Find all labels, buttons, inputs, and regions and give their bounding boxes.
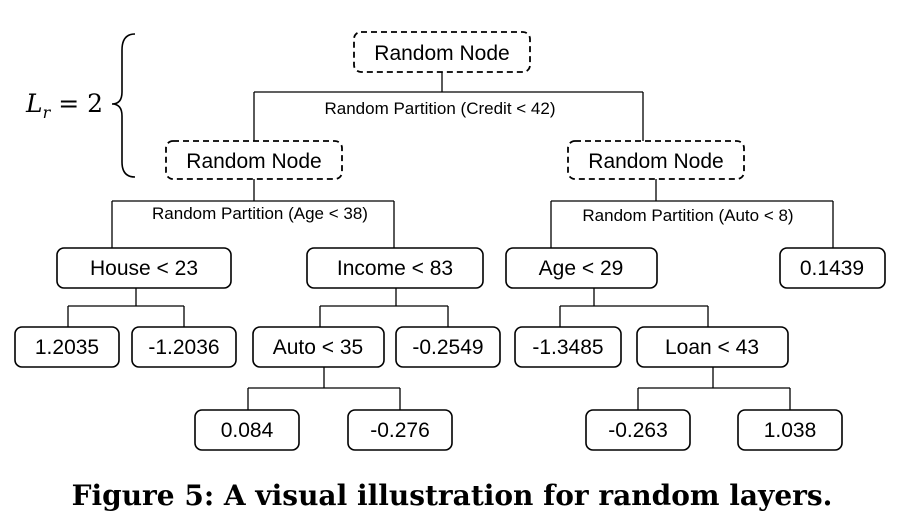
node-label: Auto < 35: [273, 336, 364, 359]
layer-count-annotation: Lr = 2: [25, 89, 103, 122]
leaf-node-0-1439: 0.1439: [779, 247, 886, 289]
node-label: 0.084: [221, 419, 274, 442]
leaf-node-neg-1-2036: -1.2036: [131, 326, 237, 368]
node-label: -1.2036: [148, 336, 219, 359]
node-label: 0.1439: [800, 257, 864, 280]
node-label: Age < 29: [539, 257, 624, 280]
split-node-loan: Loan < 43: [636, 326, 789, 368]
node-label: -0.263: [608, 419, 668, 442]
node-label: 1.038: [764, 419, 817, 442]
layer-brace: [111, 33, 136, 178]
figure-caption: Figure 5: A visual illustration for rand…: [72, 479, 833, 512]
node-label: Income < 83: [337, 257, 453, 280]
node-label: -1.3485: [532, 336, 603, 359]
node-label: House < 23: [90, 257, 198, 280]
split-node-house: House < 23: [56, 247, 232, 289]
node-label: Loan < 43: [665, 336, 759, 359]
random-node-root: Random Node: [353, 31, 531, 73]
leaf-node-neg-0-2549: -0.2549: [395, 326, 501, 368]
leaf-node-neg-0-276: -0.276: [347, 409, 453, 451]
split-node-income: Income < 83: [306, 247, 484, 289]
node-label: Random Node: [588, 150, 723, 173]
leaf-node-neg-1-3485: -1.3485: [514, 326, 622, 368]
split-node-auto: Auto < 35: [252, 326, 385, 368]
node-label: 1.2035: [35, 336, 99, 359]
leaf-node-1-2035: 1.2035: [14, 326, 120, 368]
partition-label-auto: Random Partition (Auto < 8): [582, 206, 793, 225]
partition-label-credit: Random Partition (Credit < 42): [324, 99, 555, 118]
node-label: -0.276: [370, 419, 430, 442]
node-label: Random Node: [186, 150, 321, 173]
node-label: Random Node: [374, 42, 509, 65]
random-node-left: Random Node: [165, 140, 343, 180]
random-node-right: Random Node: [567, 140, 745, 180]
leaf-node-0-084: 0.084: [194, 409, 300, 451]
leaf-node-1-038: 1.038: [737, 409, 843, 451]
leaf-node-neg-0-263: -0.263: [585, 409, 691, 451]
partition-label-age: Random Partition (Age < 38): [152, 204, 368, 223]
tree-edges: [67, 72, 834, 410]
split-node-age: Age < 29: [505, 247, 658, 289]
node-label: -0.2549: [412, 336, 483, 359]
